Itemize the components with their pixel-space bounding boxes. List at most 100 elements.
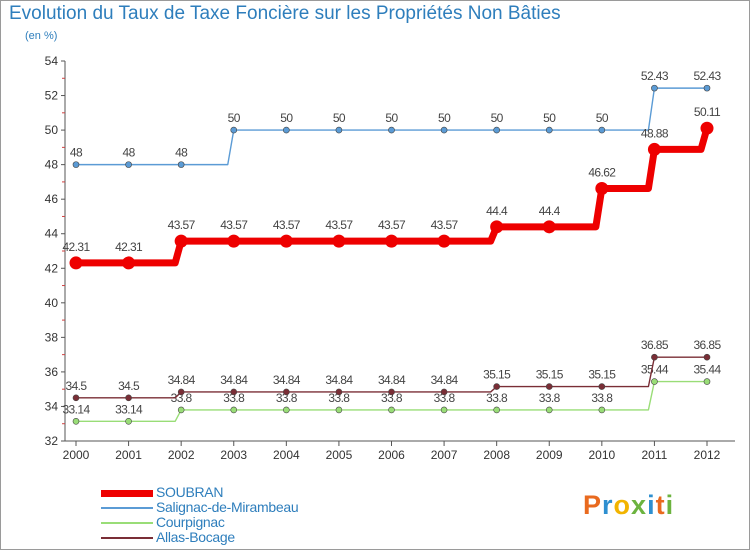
y-tick-label: 40: [45, 296, 59, 310]
x-tick-label: 2001: [115, 448, 142, 462]
series-salignac-de-mirambeau: 48 48 48 50 50 50 50 50 50 50 50 52.43 52.43: [70, 69, 722, 168]
data-label: 36.85: [641, 338, 669, 352]
data-label: 44.4: [539, 204, 561, 218]
data-label: 42.31: [62, 240, 90, 254]
data-label: 33.8: [591, 391, 613, 405]
y-tick-label: 48: [45, 158, 59, 172]
series-allas-bocage: 34.5 34.5 34.84 34.84 34.84 34.84 34.84 34.84 35…: [66, 338, 722, 402]
data-label: 43.57: [325, 218, 353, 232]
data-label: 50: [543, 111, 556, 125]
legend-label: Salignac-de-Mirambeau: [156, 499, 299, 515]
data-label: 34.84: [378, 373, 406, 387]
data-point: [493, 383, 500, 390]
x-tick-label: 2002: [168, 448, 195, 462]
data-label: 34.84: [273, 373, 301, 387]
x-tick-label: 2000: [63, 448, 90, 462]
data-label: 35.15: [483, 368, 511, 382]
data-label: 35.44: [641, 363, 669, 377]
data-point: [598, 383, 606, 390]
data-label: 48: [123, 146, 136, 160]
data-point: [595, 181, 609, 195]
chart-title: Evolution du Taux de Taxe Foncière sur l…: [9, 3, 561, 24]
data-label: 35.15: [536, 368, 564, 382]
logo-letter: x: [631, 490, 648, 520]
data-point: [283, 126, 290, 134]
data-point: [651, 84, 658, 92]
data-label: 48: [175, 146, 188, 160]
logo-letter: t: [655, 490, 666, 520]
data-label: 44.4: [486, 204, 508, 218]
data-point: [283, 406, 290, 414]
data-point: [703, 378, 711, 385]
data-point: [385, 234, 398, 248]
data-point: [493, 406, 500, 414]
data-point: [493, 126, 500, 134]
data-point: [283, 388, 290, 396]
y-tick-label: 54: [45, 54, 59, 68]
x-tick-label: 2005: [326, 448, 353, 462]
data-label: 48: [70, 146, 83, 160]
data-label: 34.5: [118, 379, 140, 393]
y-tick-label: 42: [45, 261, 59, 275]
data-point: [69, 256, 83, 270]
data-point: [598, 406, 606, 414]
data-point: [647, 142, 661, 156]
data-point: [230, 388, 238, 396]
data-point: [651, 353, 658, 361]
y-tick-label: 46: [45, 192, 59, 206]
data-label: 34.84: [431, 373, 459, 387]
data-point: [332, 234, 346, 248]
data-label: 33.8: [328, 391, 350, 405]
data-point: [125, 161, 132, 168]
data-point: [703, 353, 711, 361]
legend-swatch: [101, 522, 153, 524]
legend-swatch: [101, 489, 153, 497]
data-label: 50: [228, 111, 241, 125]
data-point: [335, 126, 343, 134]
series-soubran: 42.31 42.31 43.57 43.57 43.57 43.57 43.57 43.57…: [62, 105, 722, 270]
data-point: [703, 84, 711, 92]
legend-label: Courpignac: [156, 514, 225, 530]
proxiti-logo: Proxiti: [583, 490, 674, 521]
x-tick-label: 2007: [431, 448, 458, 462]
data-point: [545, 126, 553, 134]
logo-letter: i: [647, 490, 656, 520]
legend-label: Allas-Bocage: [156, 529, 235, 545]
x-tick-label: 2011: [642, 448, 668, 462]
data-label: 33.8: [434, 391, 456, 405]
x-tick-label: 2010: [588, 448, 615, 462]
data-label: 35.44: [693, 363, 721, 377]
data-label: 50: [333, 111, 346, 125]
data-point: [542, 220, 556, 234]
data-label: 34.84: [325, 373, 353, 387]
data-point: [72, 394, 80, 402]
logo-letter: i: [665, 490, 675, 520]
data-point: [177, 406, 185, 414]
data-point: [545, 383, 553, 390]
data-point: [490, 220, 504, 234]
series-courpignac: 33.14 33.14 33.8 33.8 33.8 33.8 33.8 33.8 33.8 33…: [62, 363, 722, 425]
data-point: [437, 234, 451, 248]
y-tick-label: 36: [45, 365, 59, 379]
data-label: 50: [280, 111, 293, 125]
logo-letter: r: [602, 490, 614, 520]
x-tick-label: 2012: [694, 448, 721, 462]
data-point: [598, 126, 606, 134]
data-label: 52.43: [641, 69, 669, 83]
data-point: [440, 406, 448, 414]
data-label: 33.8: [539, 391, 561, 405]
data-point: [125, 418, 132, 425]
data-label: 43.57: [378, 218, 406, 232]
legend-label: SOUBRAN: [156, 484, 224, 500]
y-tick-label: 52: [45, 89, 59, 103]
data-label: 33.8: [381, 391, 403, 405]
y-tick-label: 44: [45, 227, 59, 241]
data-point: [388, 406, 395, 414]
data-label: 50: [438, 111, 451, 125]
x-tick-label: 2008: [483, 448, 510, 462]
data-label: 42.31: [115, 240, 143, 254]
logo-letter: P: [583, 490, 603, 520]
data-point: [335, 388, 343, 396]
